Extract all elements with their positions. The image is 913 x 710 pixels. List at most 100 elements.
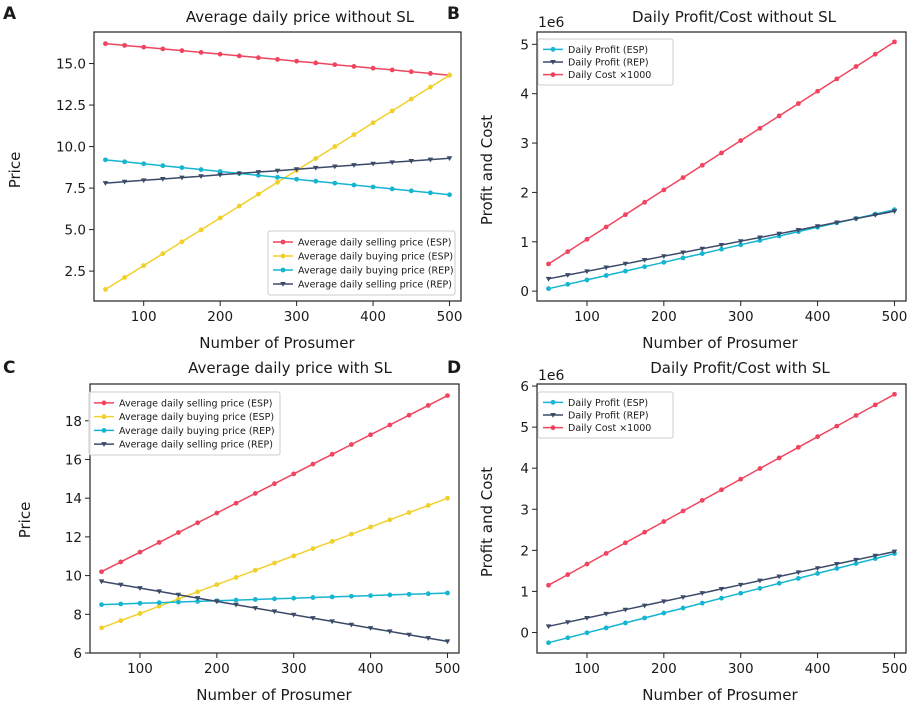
data-point: [198, 167, 204, 172]
legend-label: Average daily selling price (ESP): [119, 398, 272, 409]
y-tick-label: 0: [520, 284, 529, 300]
data-point: [891, 549, 898, 555]
data-point: [565, 572, 571, 578]
y-tick-label: 1: [520, 584, 529, 600]
data-point: [329, 619, 335, 625]
data-point: [156, 589, 162, 595]
data-point: [445, 393, 450, 399]
data-point: [367, 626, 374, 631]
legend-box: [88, 391, 281, 456]
panel-letter: C: [3, 358, 15, 378]
series-1: [99, 393, 450, 575]
y-tick-label: 7.5: [65, 181, 86, 197]
data-point: [329, 539, 335, 544]
data-point: [545, 276, 552, 282]
data-point: [233, 597, 239, 603]
data-point: [427, 157, 434, 163]
data-point: [310, 461, 316, 467]
data-point: [275, 56, 280, 62]
series-1: [546, 551, 897, 646]
y-axis-label: Price: [16, 502, 34, 539]
legend-item: Daily Profit (ESP): [543, 398, 648, 409]
data-point: [236, 171, 243, 177]
data-point: [603, 551, 609, 556]
data-point: [853, 413, 859, 418]
data-point: [179, 165, 185, 171]
data-point: [406, 591, 412, 597]
legend-item: Daily Cost ×1000: [543, 70, 651, 81]
data-point: [814, 224, 821, 229]
data-point: [310, 546, 316, 552]
data-point: [137, 611, 143, 616]
legend-swatch-marker: [280, 239, 286, 245]
chart-title: Daily Profit/Cost with SL: [650, 359, 830, 377]
data-point: [312, 165, 319, 171]
data-point: [255, 170, 262, 175]
data-point: [141, 161, 147, 167]
data-point: [389, 67, 395, 73]
legend-label: Average daily buying price (ESP): [298, 252, 453, 263]
chart-title: Average daily price with SL: [188, 359, 392, 377]
data-point: [428, 190, 433, 196]
data-point: [99, 602, 104, 608]
data-point: [834, 566, 840, 571]
data-point: [290, 612, 297, 618]
data-point: [776, 455, 782, 461]
data-point: [389, 186, 395, 192]
panel-letter: A: [3, 4, 17, 24]
panel-c: C Average daily price with SL 100 200 300 400…: [3, 358, 460, 704]
data-point: [642, 199, 648, 205]
data-point: [310, 616, 316, 621]
x-tick-label: 100: [574, 309, 600, 325]
data-point: [271, 609, 278, 615]
data-point: [428, 84, 433, 90]
y-tick-label: 5.0: [65, 223, 86, 239]
data-point: [370, 184, 376, 190]
data-point: [214, 510, 220, 516]
y-tick-label: 3: [520, 136, 529, 152]
data-point: [584, 277, 590, 283]
legend-item: Average daily selling price (ESP): [273, 238, 451, 249]
series-3: [99, 590, 450, 608]
data-point: [291, 595, 297, 601]
data-point: [274, 168, 281, 174]
data-point: [795, 227, 802, 233]
panel-a: A Average daily price without SL 100 200 300…: [3, 4, 462, 352]
legend: Average daily selling price (ESP) Average…: [88, 391, 281, 456]
data-point: [137, 586, 143, 591]
data-point: [387, 517, 393, 523]
data-point: [118, 618, 124, 624]
data-point: [351, 163, 357, 168]
data-point: [140, 178, 147, 184]
data-point: [387, 592, 393, 598]
data-point: [757, 585, 763, 591]
data-point: [329, 594, 335, 600]
data-point: [117, 582, 124, 588]
x-tick-label: 100: [131, 309, 157, 325]
data-point: [603, 611, 609, 617]
x-axis-label: Number of Prosumer: [642, 686, 798, 704]
legend-item: Average daily selling price (REP): [273, 280, 452, 291]
data-point: [387, 422, 393, 428]
y-tick-label: 6: [520, 379, 529, 395]
data-point: [291, 471, 297, 477]
data-point: [445, 590, 450, 596]
data-point: [233, 500, 239, 506]
legend-item: Average daily selling price (REP): [94, 440, 273, 451]
legend-label: Average daily selling price (REP): [119, 440, 273, 451]
legend-label: Daily Cost ×1000: [568, 423, 651, 434]
data-point: [160, 176, 166, 182]
data-point: [853, 557, 859, 563]
x-tick-label: 200: [651, 309, 677, 325]
data-point: [425, 591, 431, 597]
data-point: [179, 175, 185, 181]
legend-item: Average daily buying price (REP): [273, 266, 454, 277]
y-tick-label: 14: [65, 491, 82, 507]
data-point: [368, 524, 373, 530]
data-point: [122, 42, 127, 48]
y-tick-label: 4: [520, 461, 529, 477]
data-point: [546, 582, 551, 588]
series-2: [545, 549, 898, 630]
y-tick-label: 5: [520, 37, 529, 53]
